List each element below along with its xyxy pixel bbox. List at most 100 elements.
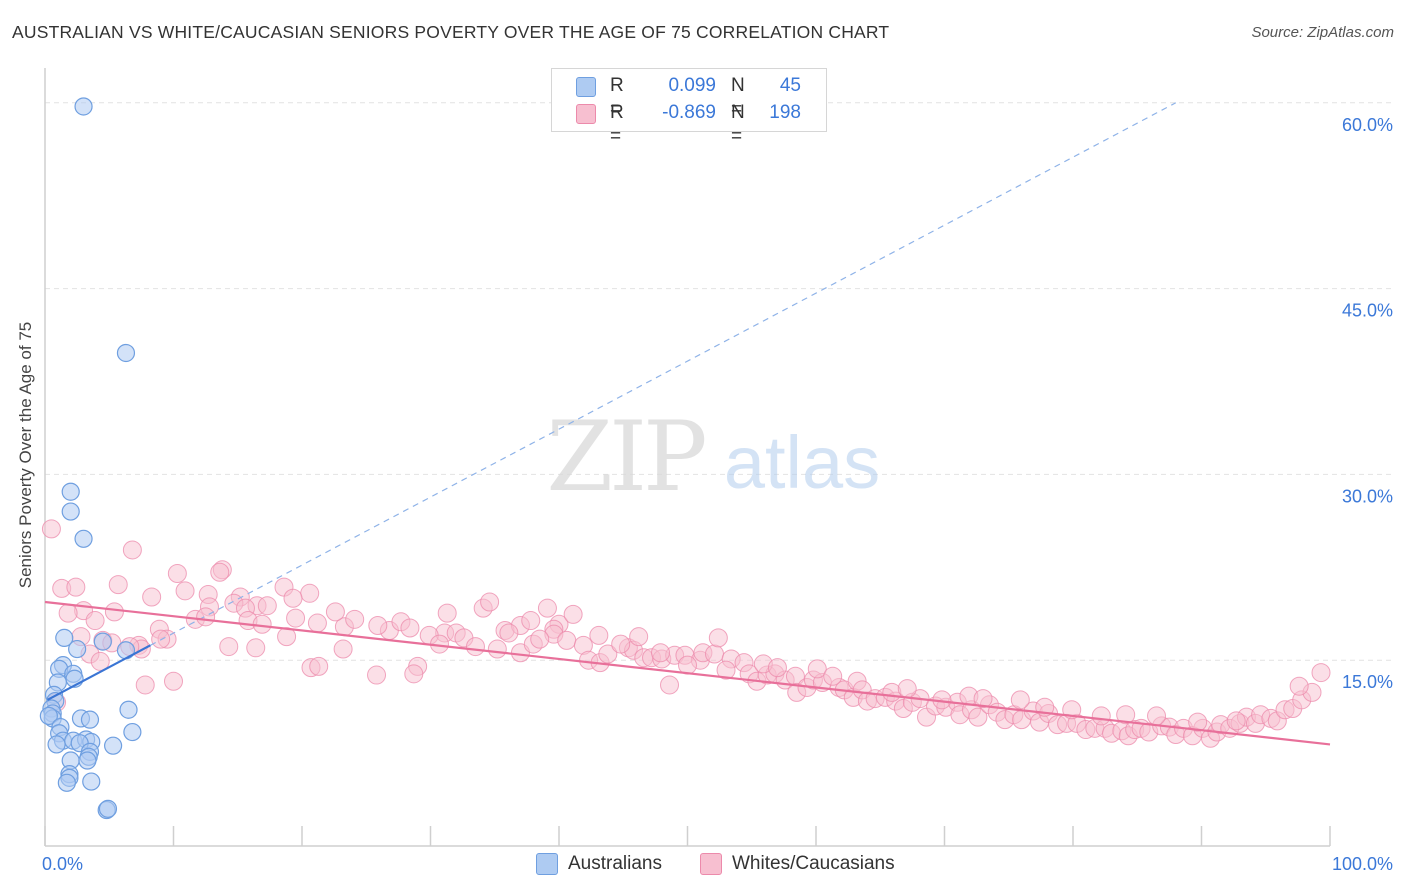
whites-point [196, 607, 216, 627]
legend-n-label: N = [731, 75, 745, 120]
australians-point [116, 343, 136, 363]
whites-point [219, 637, 239, 657]
australians-point [39, 706, 58, 726]
whites-point [90, 651, 110, 671]
legend: R = 0.099 N = 45 R = -0.869 N = 198 [551, 68, 827, 147]
whites-point [400, 618, 420, 638]
whites-point [530, 629, 550, 649]
whites-point [1226, 711, 1246, 731]
whites-point [1188, 712, 1208, 732]
whites-point [629, 627, 649, 647]
whites-point [1091, 706, 1111, 726]
whites-point [521, 611, 541, 631]
whites-point [283, 588, 303, 608]
legend-r-label: R = [610, 75, 624, 120]
australians-point [74, 529, 93, 548]
whites-point [286, 608, 306, 628]
legend-r-value: -0.869 [662, 102, 716, 123]
whites-point [307, 613, 327, 633]
bottom-legend-swatch-pink [700, 853, 722, 875]
bottom-legend-label: Whites/Caucasians [732, 853, 895, 874]
x-tick-label: 0.0% [42, 854, 83, 874]
axes [44, 68, 1331, 847]
australians-point [68, 639, 87, 659]
whites-point [135, 675, 155, 695]
legend-r-value: 0.099 [668, 75, 716, 96]
australians-point [123, 722, 142, 742]
watermark: ZIP atlas [546, 401, 880, 513]
australians-trend-line [47, 644, 151, 701]
tick-labels: 15.0% 30.0% 45.0% 60.0% 0.0% 100.0% [42, 115, 1393, 874]
whites-point [499, 623, 519, 643]
whites-point [563, 604, 583, 624]
whites-point [660, 675, 680, 695]
australians-point [80, 710, 100, 729]
gridlines [45, 102, 1395, 661]
whites-point [246, 638, 266, 658]
whites-point [309, 656, 329, 676]
legend-n-label: N = [731, 102, 745, 147]
whites-point [487, 639, 507, 659]
y-tick-label: 60.0% [1342, 115, 1393, 135]
whites-point [367, 665, 387, 685]
whites-point [257, 596, 277, 616]
trend-lines [44, 102, 1331, 746]
whites-point [210, 562, 230, 582]
whites-point [300, 583, 320, 603]
australians-point [74, 97, 93, 116]
whites-point [767, 658, 787, 678]
australians-trend-extension [150, 102, 1177, 646]
whites-point [164, 671, 183, 691]
bottom-legend-label: Australians [568, 853, 662, 874]
y-tick-label: 45.0% [1342, 301, 1393, 321]
whites-point [167, 563, 187, 583]
whites-point [142, 587, 162, 607]
x-tick-label: 100.0% [1332, 854, 1393, 874]
whites-point [1289, 676, 1309, 696]
whites-point [897, 679, 917, 699]
whites-point [333, 639, 353, 659]
whites-point [175, 581, 195, 601]
whites-point [1147, 706, 1167, 726]
legend-swatch-pink [576, 104, 596, 124]
legend-n-value: 45 [779, 75, 801, 96]
australians-point [104, 736, 123, 755]
australians-point [55, 628, 74, 647]
whites-point [368, 616, 388, 636]
whites-point [973, 689, 993, 709]
whites-point [480, 592, 500, 612]
whites-point [716, 660, 736, 680]
blue-points [39, 97, 142, 820]
australians-point [61, 502, 80, 521]
whites-point [537, 598, 557, 618]
pink-points [41, 519, 1331, 748]
whites-point [807, 659, 827, 679]
australians-point [61, 482, 80, 501]
y-tick-label: 15.0% [1342, 672, 1393, 692]
whites-point [122, 540, 142, 560]
whites-point [325, 602, 345, 622]
whites-point [151, 629, 171, 649]
whites-point [104, 602, 124, 622]
whites-point [1010, 690, 1030, 710]
australians-point [47, 735, 66, 754]
whites-point [108, 575, 128, 595]
australians-point [57, 773, 76, 792]
chart-source: Source: ZipAtlas.com [1251, 24, 1394, 41]
y-tick-label: 30.0% [1342, 486, 1393, 506]
watermark-zip: ZIP [546, 401, 705, 513]
whites-point [85, 611, 105, 631]
whites-point [41, 519, 61, 539]
australians-point [82, 772, 101, 791]
whites-point [704, 644, 724, 664]
y-axis-label: Seniors Poverty Over the Age of 75 [16, 321, 35, 589]
legend-swatch-blue [576, 77, 596, 97]
australians-point [119, 700, 138, 719]
chart-title: AUSTRALIAN VS WHITE/CAUCASIAN SENIORS PO… [12, 22, 890, 42]
whites-point [58, 603, 78, 623]
whites-point [708, 628, 728, 648]
legend-r-label: R = [610, 102, 624, 147]
whites-trend-line [44, 600, 1331, 746]
whites-point [1311, 663, 1331, 683]
